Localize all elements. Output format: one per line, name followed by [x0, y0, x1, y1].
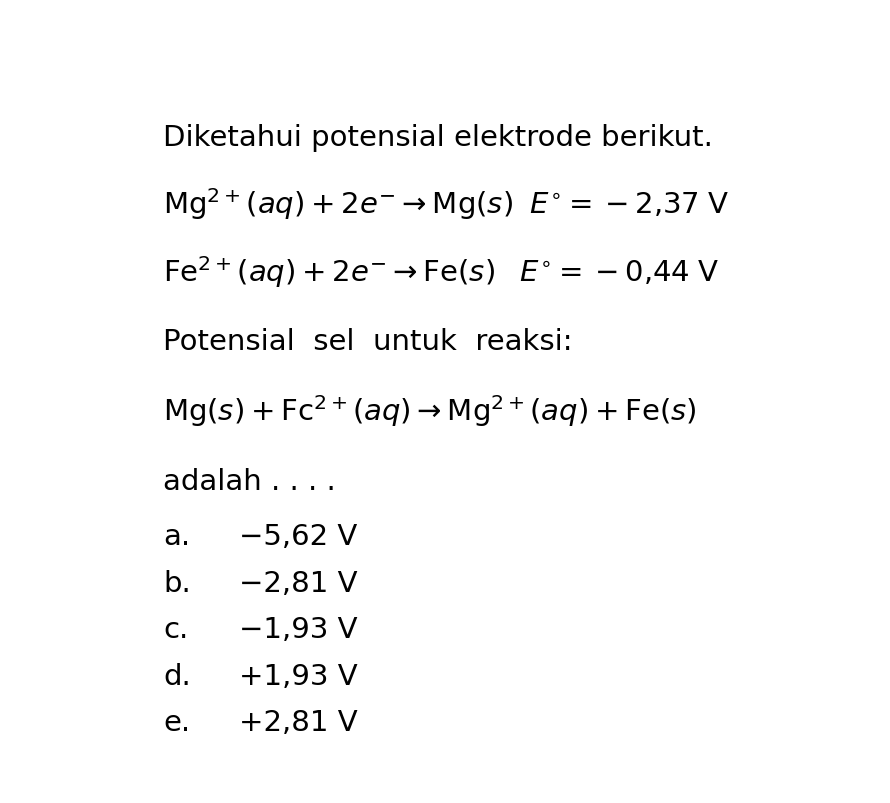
Text: c.: c. — [163, 615, 188, 643]
Text: $\mathregular{Mg}(\mathit{s}) + \mathregular{Fc}^{2+}(\mathit{aq}) \rightarrow \: $\mathregular{Mg}(\mathit{s}) + \mathreg… — [163, 393, 697, 429]
Text: a.: a. — [163, 523, 190, 551]
Text: −2,81 V: −2,81 V — [239, 569, 358, 597]
Text: d.: d. — [163, 662, 190, 690]
Text: b.: b. — [163, 569, 190, 597]
Text: −5,62 V: −5,62 V — [239, 523, 357, 551]
Text: e.: e. — [163, 708, 190, 736]
Text: Potensial  sel  untuk  reaksi:: Potensial sel untuk reaksi: — [163, 328, 572, 356]
Text: +2,81 V: +2,81 V — [239, 708, 358, 736]
Text: $\mathregular{Mg}^{2+}(\mathit{aq}) + 2\mathit{e}^{-} \rightarrow \mathregular{M: $\mathregular{Mg}^{2+}(\mathit{aq}) + 2\… — [163, 186, 729, 222]
Text: −1,93 V: −1,93 V — [239, 615, 358, 643]
Text: adalah . . . .: adalah . . . . — [163, 467, 336, 495]
Text: +1,93 V: +1,93 V — [239, 662, 358, 690]
Text: Diketahui potensial elektrode berikut.: Diketahui potensial elektrode berikut. — [163, 124, 713, 152]
Text: $\mathregular{Fe}^{2+}(\mathit{aq}) + 2\mathit{e}^{-} \rightarrow \mathregular{F: $\mathregular{Fe}^{2+}(\mathit{aq}) + 2\… — [163, 254, 719, 290]
